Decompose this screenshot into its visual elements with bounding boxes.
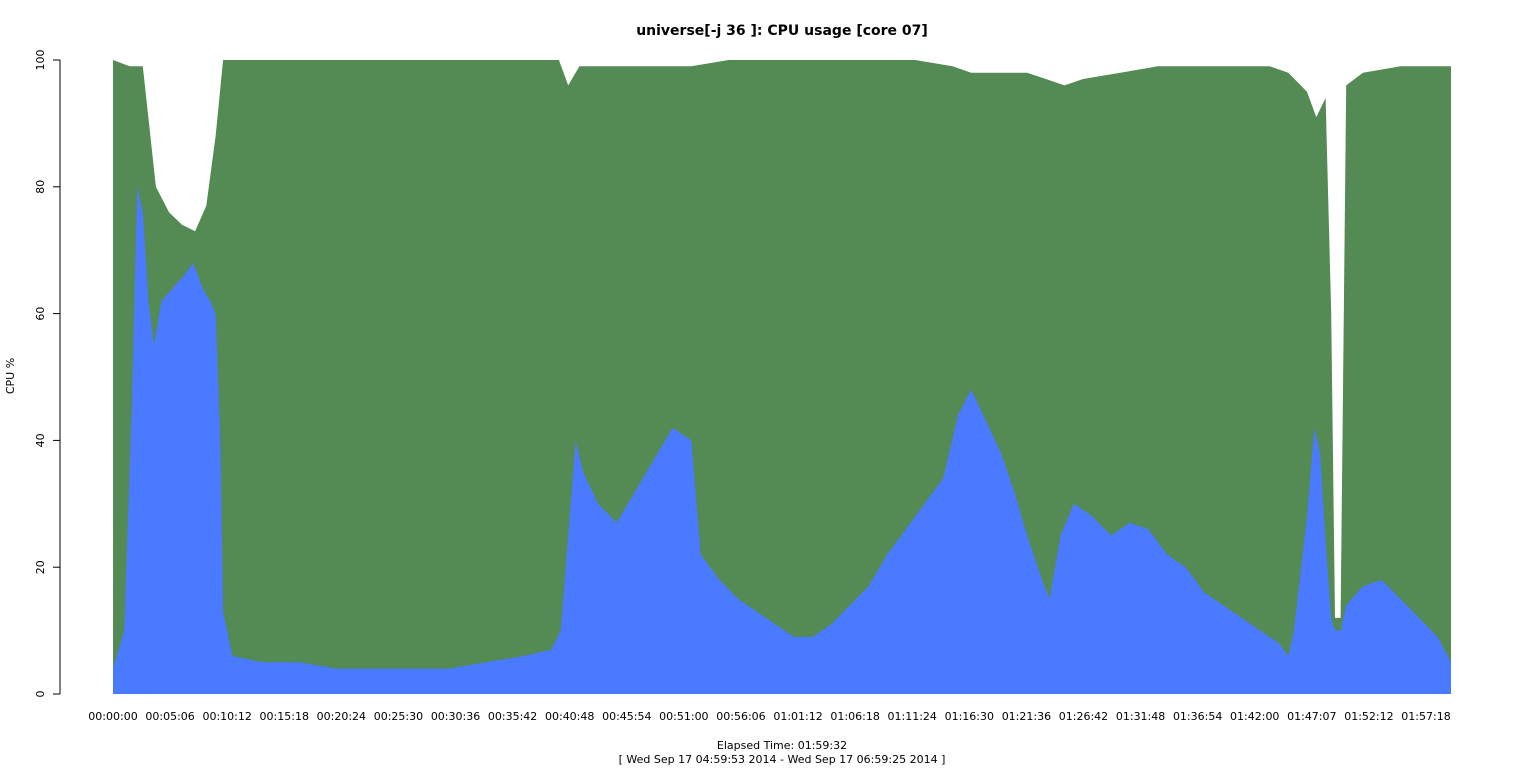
x-tick-label: 01:42:00 [1230,710,1279,723]
x-tick-label: 00:51:00 [659,710,708,723]
x-tick-label: 00:35:42 [488,710,537,723]
y-axis-label: CPU % [4,358,17,394]
y-tick-label: 80 [34,180,47,194]
total-cpu-area [113,60,1451,694]
x-tick-label: 00:10:12 [202,710,251,723]
x-axis-label: Elapsed Time: 01:59:32 [717,739,847,752]
y-tick-label: 100 [34,50,47,71]
x-tick-label: 00:56:06 [716,710,765,723]
x-tick-label: 00:45:54 [602,710,651,723]
x-tick-label: 00:20:24 [317,710,366,723]
x-tick-label: 00:40:48 [545,710,594,723]
x-tick-label: 01:31:48 [1116,710,1165,723]
x-tick-label: 01:52:12 [1344,710,1393,723]
y-tick-label: 60 [34,307,47,321]
chart-title: universe[-j 36 ]: CPU usage [core 07] [636,23,928,39]
y-tick-label: 40 [34,433,47,447]
x-tick-label: 00:30:36 [431,710,480,723]
x-tick-label: 00:00:00 [88,710,137,723]
x-tick-label: 01:06:18 [830,710,879,723]
y-tick-label: 20 [34,560,47,574]
time-range-subtitle: [ Wed Sep 17 04:59:53 2014 - Wed Sep 17 … [619,753,946,766]
x-tick-label: 01:47:07 [1287,710,1336,723]
x-tick-label: 00:05:06 [145,710,194,723]
x-tick-label: 01:01:12 [773,710,822,723]
y-axis: 0 20 40 60 80 100 [34,50,61,698]
x-tick-label: 01:36:54 [1173,710,1222,723]
x-axis: 00:00:00 00:05:06 00:10:12 00:15:18 00:20:24… [88,710,1450,723]
user-cpu-area [113,186,1451,695]
y-tick-label: 0 [34,691,47,698]
plot-area [113,60,1451,695]
x-tick-label: 01:57:18 [1401,710,1450,723]
x-tick-label: 01:16:30 [945,710,994,723]
x-tick-label: 01:21:36 [1002,710,1051,723]
x-tick-label: 00:25:30 [374,710,423,723]
x-tick-label: 01:26:42 [1059,710,1108,723]
x-tick-label: 01:11:24 [888,710,937,723]
x-tick-label: 00:15:18 [260,710,309,723]
